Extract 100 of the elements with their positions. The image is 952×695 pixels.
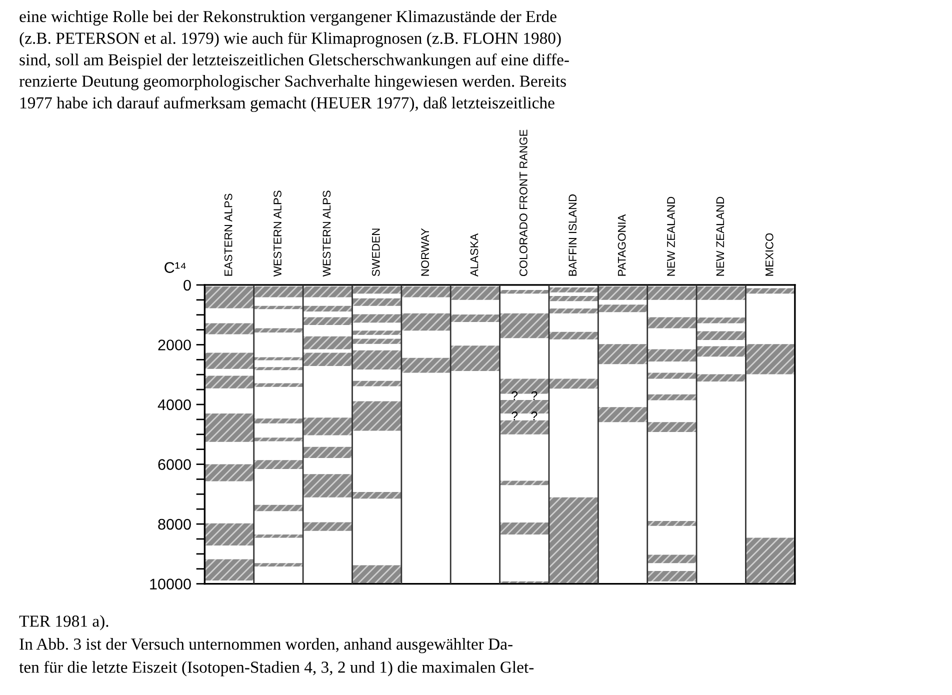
bar bbox=[598, 304, 648, 312]
bar bbox=[352, 338, 402, 344]
bar bbox=[254, 418, 304, 424]
bar bbox=[696, 346, 746, 357]
bar bbox=[647, 317, 697, 328]
bar bbox=[647, 422, 697, 432]
bar bbox=[647, 372, 697, 379]
bar bbox=[352, 492, 402, 499]
bar bbox=[450, 314, 500, 322]
bar bbox=[352, 298, 402, 306]
x-tick-label: EASTERN ALPS bbox=[224, 194, 232, 276]
bar bbox=[204, 413, 254, 442]
x-tick-label: BAFFIN ISLAND bbox=[568, 194, 577, 276]
bar bbox=[352, 314, 402, 323]
bar bbox=[548, 332, 598, 340]
bar bbox=[204, 352, 254, 369]
text: renzierte Deutung geomorphologischer Sachverhalte hingewiesen werden. Bereits bbox=[19, 75, 566, 90]
bar bbox=[401, 313, 451, 331]
bar bbox=[352, 330, 402, 335]
bar bbox=[696, 331, 746, 340]
text: ten für die letzte Eiszeit (Isotopen-Stadien 4, 3, 2 und 1) die maximalen Glet- bbox=[19, 660, 534, 676]
bar bbox=[746, 344, 795, 374]
annotation: ? bbox=[512, 391, 518, 400]
bar bbox=[647, 521, 697, 526]
bar bbox=[303, 336, 352, 350]
x-tick-label: COLORADO FRONT RANGE bbox=[520, 130, 528, 276]
x-tick-label: NORWAY bbox=[421, 228, 430, 276]
bar bbox=[254, 367, 304, 370]
bar bbox=[647, 570, 697, 582]
x-tick-label: SWEDEN bbox=[372, 228, 380, 276]
bar bbox=[450, 286, 500, 300]
bar bbox=[254, 357, 304, 360]
bar bbox=[500, 313, 549, 338]
bar bbox=[696, 318, 746, 324]
bar bbox=[352, 380, 402, 386]
bar bbox=[254, 383, 304, 387]
bar bbox=[548, 308, 598, 314]
bar bbox=[647, 394, 697, 400]
bar bbox=[303, 352, 352, 366]
bar bbox=[303, 446, 352, 458]
bar bbox=[401, 286, 451, 298]
bar bbox=[204, 559, 254, 581]
bar bbox=[303, 286, 352, 298]
bar bbox=[254, 504, 304, 512]
bar bbox=[500, 400, 549, 414]
bar bbox=[548, 497, 598, 584]
bar bbox=[204, 376, 254, 388]
bar bbox=[204, 464, 254, 482]
bar bbox=[204, 286, 254, 308]
annotation: ? bbox=[531, 391, 538, 400]
y-tick-label: 4000 bbox=[158, 399, 191, 410]
y-tick-label: 10000 bbox=[150, 578, 191, 590]
bar bbox=[598, 407, 648, 422]
bar bbox=[204, 523, 254, 546]
bar bbox=[647, 286, 697, 300]
bar bbox=[647, 349, 697, 362]
bar bbox=[696, 374, 746, 382]
x-tick-label: WESTERN ALPS bbox=[274, 190, 282, 277]
bar bbox=[598, 344, 648, 364]
bar bbox=[352, 401, 402, 431]
bar bbox=[500, 290, 549, 294]
x-tick-label: ALASKA bbox=[470, 233, 478, 277]
y-tick-label: 8000 bbox=[158, 518, 191, 530]
text: (z.B. PETERSON et al. 1979) wie auch für Klimaprognosen (z.B. FLOHN 1980) bbox=[20, 32, 561, 48]
bar bbox=[647, 554, 697, 564]
text: sind, soll am Beispiel der letzteiszeitlichen Gletscherschwankungen auf eine diffe- bbox=[20, 54, 569, 69]
text: In Abb. 3 ist der Versuch unternommen worden, anhand ausgewählter Da- bbox=[20, 638, 512, 654]
annotation: ? bbox=[531, 412, 538, 420]
bar bbox=[746, 538, 795, 584]
bar bbox=[598, 286, 648, 300]
x-tick-label: MEXICO bbox=[765, 233, 774, 276]
text: TER 1981 a). bbox=[19, 615, 108, 630]
y-axis-title: C¹⁴ bbox=[164, 262, 186, 273]
y-tick-label: 2000 bbox=[158, 340, 191, 350]
bar bbox=[204, 323, 254, 334]
y-tick-label: 6000 bbox=[158, 459, 191, 470]
bar bbox=[548, 287, 598, 292]
bar bbox=[254, 286, 304, 298]
bar bbox=[696, 286, 746, 300]
bar bbox=[254, 460, 304, 470]
bar bbox=[352, 350, 402, 370]
bar bbox=[303, 474, 352, 498]
bar bbox=[500, 420, 549, 434]
bar bbox=[303, 418, 352, 436]
bar bbox=[450, 346, 500, 372]
bar bbox=[254, 438, 304, 442]
y-tick-label: 0 bbox=[184, 280, 191, 291]
bar bbox=[303, 317, 352, 325]
x-tick-label: NEW ZEALAND bbox=[716, 196, 724, 276]
x-tick-label: NEW ZEALAND bbox=[667, 196, 675, 276]
annotation: ? bbox=[512, 412, 518, 420]
bar bbox=[303, 306, 352, 312]
text: 1977 habe ich darauf aufmerksam gemacht (HEUER 1977), daß letzteiszeitliche bbox=[20, 96, 554, 112]
bar bbox=[746, 288, 795, 294]
bar bbox=[254, 534, 304, 538]
text: eine wichtige Rolle bei der Rekonstruktion vergangener Klimazustände der Erde bbox=[20, 10, 556, 26]
bar bbox=[352, 565, 402, 584]
bar bbox=[548, 378, 598, 389]
bar bbox=[548, 296, 598, 302]
bar bbox=[500, 480, 549, 486]
